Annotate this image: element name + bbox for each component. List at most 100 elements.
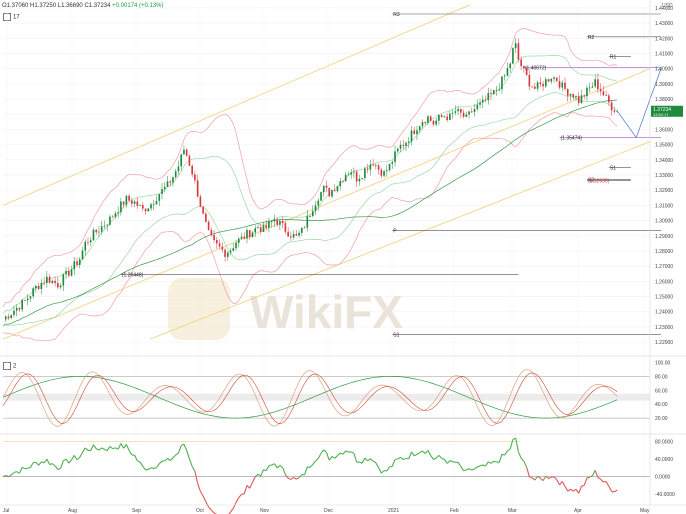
level-label: (1.26448) xyxy=(122,273,144,279)
candle-body xyxy=(339,181,342,187)
candle-body xyxy=(95,229,98,233)
momentum-segment xyxy=(548,476,552,480)
candle-body xyxy=(446,116,448,120)
candle-body xyxy=(435,120,437,125)
momentum-segment xyxy=(98,447,103,451)
candle-body xyxy=(265,225,268,228)
candle-body xyxy=(125,195,128,205)
candle-body xyxy=(163,186,166,190)
candle-body xyxy=(243,236,246,239)
candle-body xyxy=(331,190,333,197)
candle-body xyxy=(413,130,416,135)
momentum-segment xyxy=(479,464,483,467)
price-tag-bg xyxy=(651,105,683,117)
momentum-segment xyxy=(307,466,311,468)
time-tick: Aug xyxy=(68,508,77,514)
candle-body xyxy=(202,206,204,214)
pivot-levels: R3R2R1(1.40072)(1.35474)S1S2(1.32635)P(1… xyxy=(120,12,661,339)
price-tick: 1.38000 xyxy=(655,97,673,103)
candle-body xyxy=(317,200,320,206)
momentum-segment xyxy=(367,458,371,462)
momentum-segment xyxy=(158,460,163,465)
candle-body xyxy=(520,59,522,67)
momentum-segment xyxy=(523,460,528,468)
momentum-segment xyxy=(120,443,125,449)
candle-body xyxy=(410,130,413,142)
candle-body xyxy=(385,170,388,172)
momentum-segment xyxy=(5,475,9,478)
momentum-segment xyxy=(509,439,514,450)
momentum-segment xyxy=(125,444,130,451)
candle-body xyxy=(117,212,119,214)
momentum-segment xyxy=(507,448,511,452)
candle-body xyxy=(188,155,191,166)
candle-body xyxy=(185,149,188,156)
candle-body xyxy=(76,261,78,265)
momentum-segment xyxy=(334,455,338,459)
candle-body xyxy=(213,234,215,241)
momentum-segment xyxy=(238,493,242,498)
momentum-segment xyxy=(63,458,67,462)
momentum-segment xyxy=(290,476,294,480)
momentum-segment xyxy=(123,443,127,449)
bollinger-bands xyxy=(2,27,618,342)
stoch-tick: 80.00 xyxy=(655,374,668,380)
candle-body xyxy=(150,204,152,209)
momentum-segment xyxy=(317,453,322,459)
momentum-tick: 40.0000 xyxy=(655,457,673,463)
candle-body xyxy=(418,126,421,131)
momentum-segment xyxy=(446,460,451,464)
moving-average xyxy=(2,99,618,326)
candle-body xyxy=(613,110,616,112)
momentum-segment xyxy=(614,489,618,493)
price-tick: 1.41000 xyxy=(655,51,673,57)
candle-body xyxy=(347,174,350,176)
time-tick: Apr xyxy=(574,508,582,514)
candle-body xyxy=(405,142,407,146)
momentum-segment xyxy=(177,445,182,454)
candle-body xyxy=(89,240,92,243)
candle-body xyxy=(388,163,391,171)
candle-body xyxy=(539,82,542,84)
momentum-segment xyxy=(452,461,456,463)
level-label: R1 xyxy=(610,55,617,61)
price-tick: 1.24000 xyxy=(655,310,673,316)
candle-body xyxy=(298,232,300,236)
candle-body xyxy=(391,162,394,164)
momentum-segment xyxy=(183,443,188,451)
momentum-segment xyxy=(241,493,245,495)
time-tick: 2021 xyxy=(388,508,399,514)
time-tick: Nov xyxy=(260,508,269,514)
momentum-tick: 80.0000 xyxy=(655,439,673,445)
candle-body xyxy=(248,230,251,238)
momentum-segment xyxy=(583,477,588,486)
candle-body xyxy=(462,112,465,117)
level-label: R2 xyxy=(588,35,595,41)
candle-body xyxy=(257,227,259,229)
momentum-segment xyxy=(139,461,144,467)
candle-body xyxy=(353,171,355,173)
forecast-arrow xyxy=(657,67,662,72)
candle-body xyxy=(591,86,594,88)
momentum-segment xyxy=(323,449,327,453)
momentum-segment xyxy=(112,447,116,450)
momentum-segment xyxy=(482,464,486,467)
momentum-segment xyxy=(394,458,398,460)
momentum-segment xyxy=(416,452,421,455)
momentum-segment xyxy=(49,463,53,466)
candle-body xyxy=(98,231,100,233)
momentum-segment xyxy=(427,450,432,456)
momentum-segment xyxy=(263,469,267,472)
candle-body xyxy=(84,241,87,251)
momentum-segment xyxy=(325,452,330,461)
candle-body xyxy=(495,89,498,91)
momentum-segment xyxy=(202,495,207,503)
momentum-segment xyxy=(95,448,100,451)
momentum-segment xyxy=(413,453,418,457)
candle-body xyxy=(232,248,235,251)
momentum-segment xyxy=(570,488,574,492)
momentum-segment xyxy=(68,459,72,464)
candle-body xyxy=(506,68,509,76)
candle-body xyxy=(155,200,158,205)
